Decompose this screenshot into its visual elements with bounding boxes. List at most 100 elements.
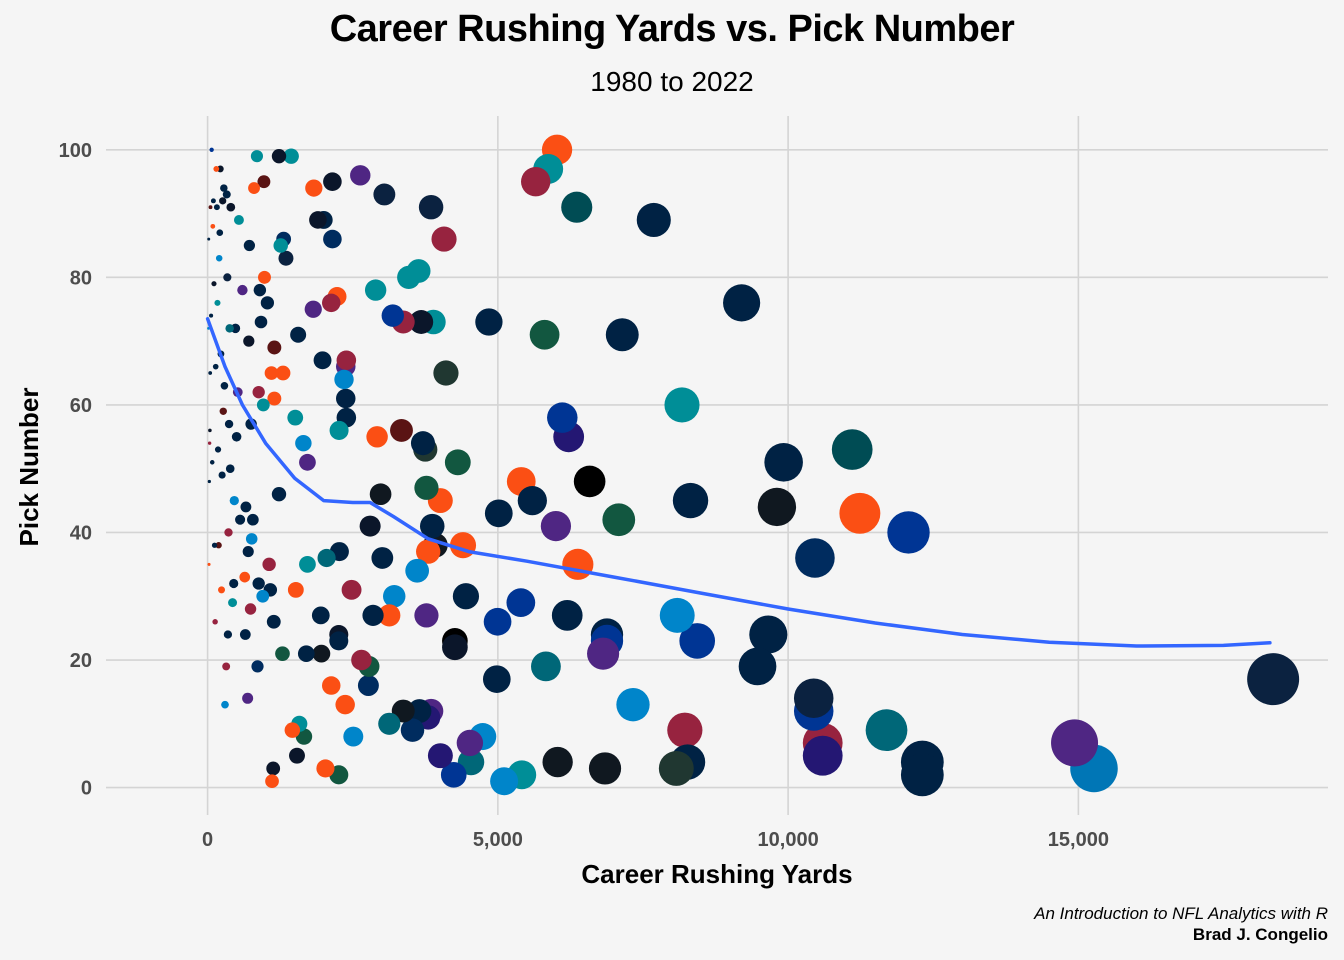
y-tick-label: 80 [70, 267, 92, 289]
data-points [207, 134, 1300, 797]
data-point [313, 351, 332, 370]
data-point [211, 542, 218, 548]
data-point [207, 237, 211, 241]
data-point [452, 583, 480, 610]
data-point [207, 479, 211, 484]
data-point [237, 284, 248, 296]
data-point [659, 597, 695, 633]
data-point [521, 167, 551, 197]
data-point [312, 644, 331, 663]
data-point [400, 718, 425, 742]
data-point [262, 557, 276, 572]
data-point [287, 409, 304, 426]
data-point [444, 449, 471, 476]
data-point [284, 722, 301, 738]
data-point [240, 501, 252, 513]
data-point [418, 194, 444, 220]
data-point [295, 728, 313, 745]
y-tick-label: 60 [70, 395, 92, 417]
data-point [350, 165, 371, 186]
data-point [573, 465, 606, 498]
data-point [588, 752, 622, 785]
data-point [359, 515, 381, 537]
data-point [366, 426, 388, 448]
data-point [405, 558, 430, 583]
data-point [605, 318, 639, 352]
data-point [343, 726, 364, 747]
data-point [208, 205, 213, 210]
data-point [865, 709, 908, 752]
data-point [247, 513, 259, 526]
data-point [297, 645, 315, 662]
data-point [208, 371, 213, 375]
data-point [216, 229, 224, 237]
data-point [218, 471, 226, 479]
data-point [213, 204, 220, 211]
data-point [207, 562, 211, 566]
data-point [561, 191, 593, 223]
data-point [266, 761, 281, 776]
data-point [1247, 653, 1300, 706]
data-point [362, 604, 384, 626]
data-point [321, 293, 341, 313]
data-point [218, 586, 226, 594]
data-point [414, 475, 439, 500]
data-point [506, 588, 536, 617]
data-point [290, 326, 307, 343]
data-point [316, 759, 335, 778]
data-point [551, 600, 583, 631]
data-point [440, 762, 467, 788]
data-point [258, 270, 271, 284]
y-tick-label: 0 [81, 778, 92, 800]
data-point [219, 197, 227, 205]
data-point [267, 340, 282, 355]
data-point [248, 182, 260, 194]
y-tick-label: 20 [70, 650, 92, 672]
data-point [587, 637, 620, 670]
data-point [213, 166, 220, 172]
y-tick-label: 40 [70, 522, 92, 544]
data-point [831, 429, 873, 470]
data-point [225, 324, 234, 333]
data-point [209, 147, 214, 152]
data-point [225, 464, 235, 473]
data-point [317, 548, 336, 568]
data-point [222, 190, 231, 199]
data-point [219, 407, 227, 415]
data-point [289, 747, 305, 764]
trend-line-group [205, 317, 1272, 648]
data-point [215, 254, 223, 262]
data-point [410, 431, 435, 456]
data-point [419, 513, 445, 539]
smooth-trend-line [205, 317, 1272, 648]
data-point [239, 571, 251, 583]
data-point [212, 363, 219, 370]
data-point [793, 678, 834, 719]
data-point [616, 688, 650, 722]
data-point [256, 398, 270, 412]
data-point [210, 223, 216, 229]
data-point [329, 631, 349, 651]
data-point [224, 528, 233, 537]
data-point [382, 585, 406, 608]
x-axis-ticks: 0 5,000 10,000 15,000 [202, 829, 1109, 851]
data-point [371, 547, 394, 569]
y-axis-ticks: 0 20 40 60 80 100 [59, 140, 92, 800]
data-point [245, 533, 258, 545]
data-point [390, 418, 413, 442]
data-point [323, 229, 342, 249]
data-point [271, 487, 287, 502]
data-point [373, 183, 396, 206]
data-point [323, 172, 342, 191]
data-point [208, 428, 212, 433]
data-point [271, 148, 287, 164]
chart-title: Career Rushing Yards vs. Pick Number [329, 8, 1015, 50]
data-point [1051, 719, 1099, 767]
data-point [210, 198, 216, 204]
data-point [335, 694, 355, 715]
x-tick-label: 15,000 [1048, 829, 1109, 851]
data-point [321, 676, 341, 695]
data-point [334, 369, 354, 390]
